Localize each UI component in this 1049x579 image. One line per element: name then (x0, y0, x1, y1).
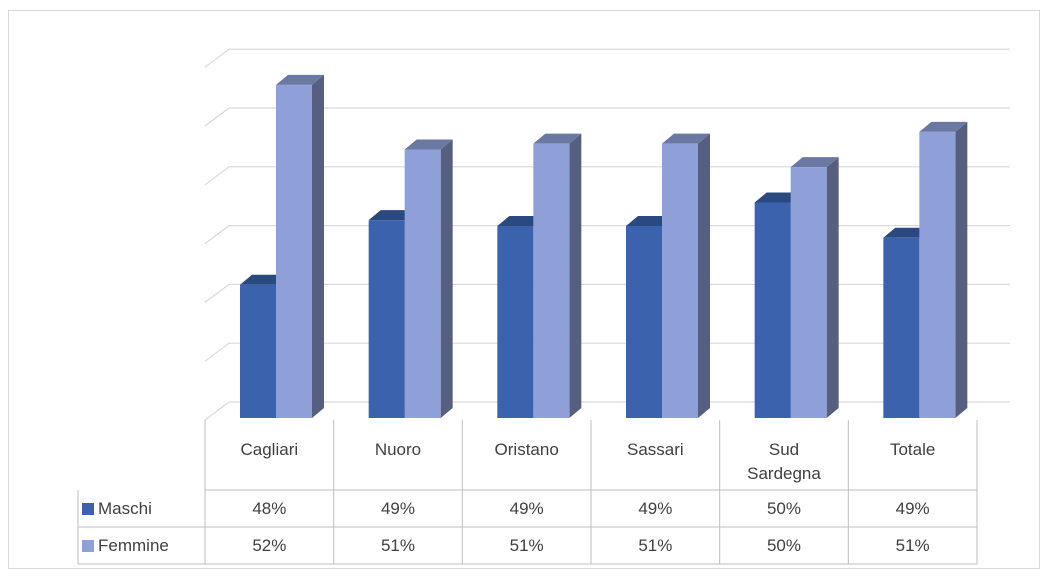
bar-front (497, 225, 534, 418)
grid-line (204, 401, 1010, 421)
bar (919, 121, 968, 418)
bar (662, 133, 710, 418)
grid-line (204, 342, 1010, 362)
bar-front (790, 167, 827, 418)
legend-entry: Femmine (78, 527, 205, 564)
data-label: 51% (509, 535, 544, 555)
bar-top (790, 157, 839, 168)
data-label: 49% (895, 498, 930, 518)
data-label: 52% (252, 535, 287, 555)
legend-swatch (82, 539, 94, 552)
bar-side (440, 139, 453, 418)
data-label: 50% (766, 498, 801, 518)
legend-text: Maschi (98, 498, 152, 518)
bar-front (533, 143, 570, 418)
legend-swatch (82, 502, 94, 515)
data-label: 48% (252, 498, 287, 518)
x-tick-label: Sassari (591, 420, 720, 490)
grid-line (204, 166, 1010, 186)
bar-side (698, 133, 710, 418)
chart-border (8, 10, 1040, 569)
bar-front (626, 225, 662, 418)
x-tick-label: Totale (848, 420, 977, 490)
bar-top (533, 133, 582, 144)
category-text: Sassari (626, 440, 684, 459)
bar-top (919, 121, 968, 132)
data-label: 51% (895, 535, 930, 555)
x-tick-label: Nuoro (334, 420, 463, 490)
data-label: 50% (766, 535, 801, 555)
bar (533, 133, 582, 418)
bar (404, 139, 453, 418)
legend-entry: Maschi (78, 490, 205, 527)
data-label: 51% (638, 535, 673, 555)
grid-line (204, 48, 1010, 68)
category-text: Nuoro (374, 440, 422, 459)
bar-top (404, 139, 453, 150)
bar (790, 157, 839, 418)
grid-line (204, 283, 1010, 303)
x-tick-label: Sud Sardegna (720, 420, 849, 490)
bar-top (662, 133, 710, 144)
x-tick-label: Cagliari (205, 420, 334, 490)
bar-side (955, 121, 968, 418)
category-text: Totale (889, 440, 936, 459)
bar-top (276, 74, 324, 85)
category-text: Sud Sardegna (747, 440, 821, 483)
x-tick-label: Oristano (462, 420, 591, 490)
bar-side (312, 74, 324, 418)
legend-text: Femmine (98, 535, 169, 555)
data-label: 49% (380, 498, 415, 518)
category-text: Oristano (494, 440, 559, 459)
grid-line (204, 107, 1010, 127)
bar-side (826, 157, 839, 418)
bar-front (404, 149, 441, 418)
bar-front (919, 131, 956, 418)
data-label: 49% (509, 498, 544, 518)
bar-front (368, 220, 405, 418)
data-label: 49% (638, 498, 673, 518)
bar-front (240, 284, 276, 418)
bar-front (276, 84, 312, 418)
bar-front (662, 143, 698, 418)
category-text: Cagliari (240, 440, 299, 459)
bar (276, 74, 324, 418)
bar-front (754, 202, 791, 418)
data-label: 51% (380, 535, 415, 555)
grid-line (204, 225, 1010, 245)
bar-side (569, 133, 582, 418)
bar-front (883, 237, 920, 418)
